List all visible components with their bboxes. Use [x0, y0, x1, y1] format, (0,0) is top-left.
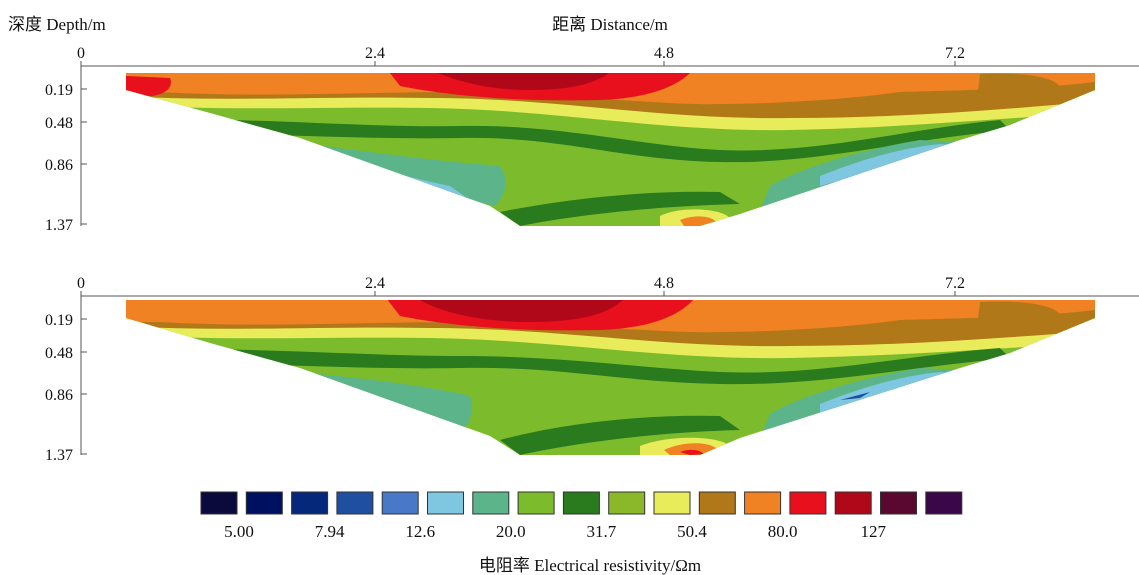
colorbar-swatch	[291, 491, 329, 515]
x-ticks: 0 2.4 4.8 7.2	[77, 45, 965, 66]
colorbar-swatch	[245, 491, 283, 515]
colorbar-swatch	[880, 491, 917, 515]
y-tick-label: 0.48	[45, 115, 73, 132]
colorbar-label: 20.0	[496, 522, 526, 541]
colorbar-swatch	[698, 491, 736, 515]
y-tick-label: 0.48	[45, 345, 73, 362]
colorbar-label: 7.94	[315, 522, 345, 541]
resistivity-contours	[126, 300, 1095, 455]
colorbar-label: 12.6	[405, 522, 435, 541]
contour-7-right	[840, 392, 870, 400]
contour-127	[430, 73, 620, 90]
x-tick-label: 7.2	[945, 45, 965, 62]
contour-right	[978, 73, 1062, 103]
contour-31-bottom	[500, 191, 740, 226]
contour-spot	[710, 80, 770, 102]
contour-31	[126, 348, 1010, 385]
contour-80-bottom	[664, 443, 718, 455]
colorbar-swatch	[517, 491, 555, 515]
colorbar-swatch	[925, 491, 963, 515]
contour-right	[978, 301, 1062, 331]
colorbar-swatch	[744, 491, 782, 515]
x-tick-label: 0	[77, 45, 85, 62]
y-ticks: 0.19 0.48 0.86 1.37	[45, 312, 87, 464]
y-tick-label: 1.37	[45, 217, 73, 234]
contour-31	[126, 119, 1010, 163]
y-tick-label: 0.86	[45, 157, 73, 174]
resistivity-contours	[126, 73, 1095, 226]
colorbar-label: 5.00	[224, 522, 254, 541]
colorbar-swatch	[834, 491, 872, 515]
colorbar-label: 31.7	[587, 522, 617, 541]
colorbar-swatch	[381, 491, 419, 515]
contour-left	[126, 76, 171, 97]
y-tick-label: 1.37	[45, 447, 73, 464]
upper-section: 0 2.4 4.8 7.2 0.19 0.48 0.86 1.37	[45, 45, 1139, 234]
colorbar-label: 80.0	[768, 522, 798, 541]
y-tick-label: 0.19	[45, 312, 73, 329]
colorbar-swatch	[427, 491, 464, 515]
colorbar-swatch	[789, 491, 827, 515]
colorbar-swatch	[200, 491, 238, 515]
colorbar-swatch	[336, 491, 374, 515]
x-tick-label: 0	[77, 275, 85, 292]
x-axis-title: 距离 Distance/m	[552, 15, 668, 34]
lower-section: 0 2.4 4.8 7.2 0.19 0.48 0.86 1.37	[45, 275, 1139, 464]
y-ticks: 0.19 0.48 0.86 1.37	[45, 82, 87, 234]
colorbar	[200, 491, 963, 515]
colorbar-swatch	[653, 491, 691, 515]
colorbar-title: 电阻率 Electrical resistivity/Ωm	[479, 556, 701, 575]
x-tick-label: 4.8	[654, 45, 674, 62]
y-tick-label: 0.86	[45, 387, 73, 404]
x-tick-label: 2.4	[365, 45, 385, 62]
x-tick-label: 2.4	[365, 275, 385, 292]
colorbar-swatch	[562, 491, 600, 515]
colorbar-swatch	[608, 491, 646, 515]
contour-80-bottom	[680, 216, 716, 226]
contour-31-bottom	[500, 415, 740, 455]
colorbar-label: 50.4	[677, 522, 707, 541]
colorbar-swatch	[472, 491, 510, 515]
contour-127	[420, 300, 630, 322]
contour-101-bottom	[680, 449, 704, 455]
y-axis-title: 深度 Depth/m	[8, 15, 106, 34]
x-tick-label: 4.8	[654, 275, 674, 292]
x-tick-label: 7.2	[945, 275, 965, 292]
colorbar-labels: 5.00 7.94 12.6 20.0 31.7 50.4 80.0 127	[224, 522, 886, 541]
y-tick-label: 0.19	[45, 82, 73, 99]
colorbar-label: 127	[860, 522, 886, 541]
x-ticks: 0 2.4 4.8 7.2	[77, 275, 965, 296]
